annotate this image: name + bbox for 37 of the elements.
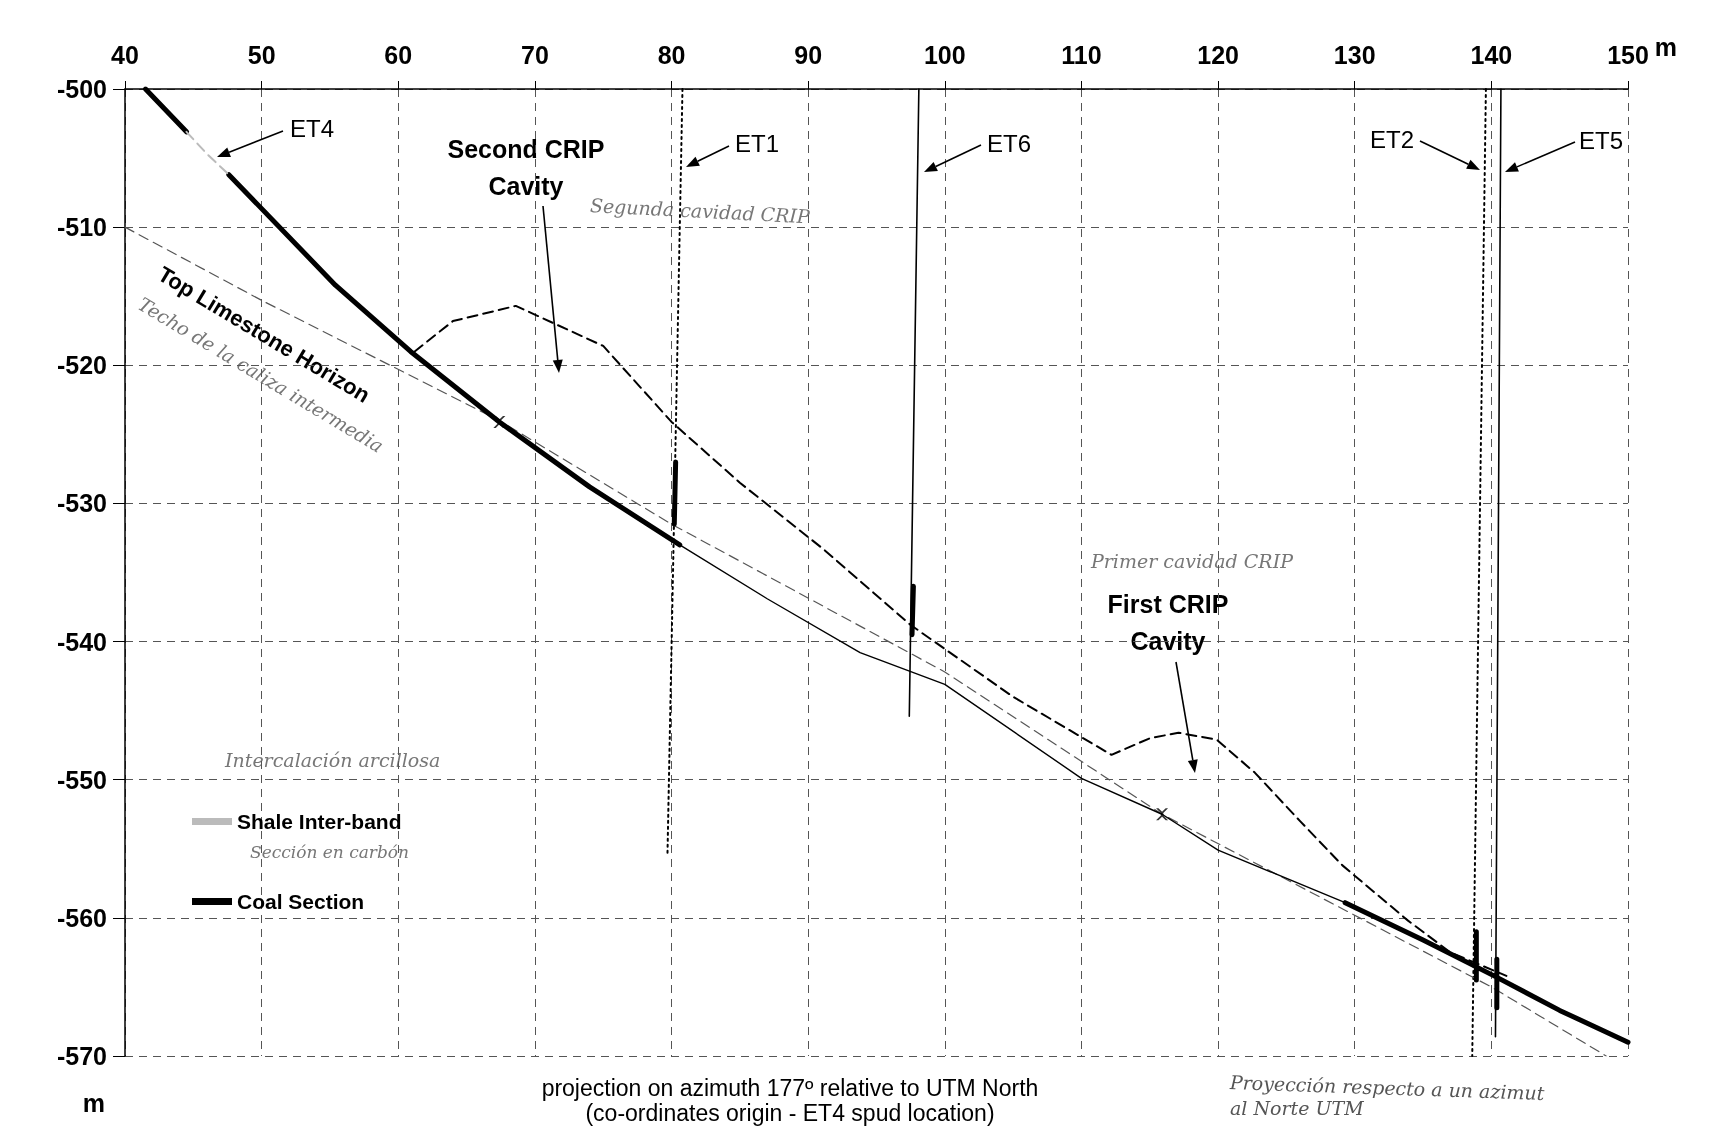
y-tick-label: -510 bbox=[56, 213, 107, 242]
y-tick-label: -540 bbox=[56, 627, 107, 656]
y-tick-label: -530 bbox=[56, 489, 107, 518]
x-tick-label: 80 bbox=[657, 40, 686, 69]
y-tick-label: -550 bbox=[56, 765, 107, 794]
y-tick-label: -500 bbox=[56, 75, 107, 103]
annotation: Segunda cavidad CRIP bbox=[589, 194, 812, 228]
x-tick-label: 130 bbox=[1333, 40, 1376, 69]
x-tick-label: 100 bbox=[923, 40, 966, 69]
y-axis-title: m bbox=[82, 1088, 105, 1117]
text: al Norte UTM bbox=[1230, 1097, 1365, 1119]
x-tick-label: 150 bbox=[1607, 40, 1649, 69]
annotation: ET1 bbox=[735, 129, 780, 157]
annotation: Primer cavidad CRIP bbox=[1090, 550, 1295, 572]
annotation: Sección en carbón bbox=[250, 842, 410, 862]
annotation: ET2 bbox=[1369, 125, 1414, 153]
annotation: Intercalación arcillosa bbox=[224, 749, 441, 771]
x-tick-label: 120 bbox=[1197, 40, 1239, 69]
x-tick-label: 70 bbox=[521, 40, 549, 69]
x-tick-label: 110 bbox=[1061, 40, 1102, 69]
x-tick-label: 40 bbox=[111, 40, 139, 69]
x-tick-label: 140 bbox=[1470, 40, 1513, 69]
annotation: ET6 bbox=[987, 129, 1032, 157]
x-axis-title: m bbox=[1654, 32, 1677, 61]
legend-label: Shale Inter-band bbox=[237, 810, 402, 833]
x-tick-label: 50 bbox=[247, 40, 276, 69]
annotation: ET5 bbox=[1579, 126, 1624, 154]
y-tick-label: -560 bbox=[56, 903, 107, 932]
y-tick-label: -520 bbox=[56, 351, 107, 380]
y-tick-label: -570 bbox=[56, 1042, 107, 1070]
x-tick-label: 90 bbox=[794, 40, 823, 69]
text: (co-ordinates origin - ET4 spud location) bbox=[585, 1100, 995, 1126]
annotation: First CRIP Cavity bbox=[1107, 589, 1229, 655]
annotation: ET4 bbox=[290, 114, 335, 142]
text: projection on azimuth 177º relative to UTM North bbox=[541, 1075, 1039, 1101]
legend-label: Coal Section bbox=[237, 890, 365, 913]
x-tick-label: 60 bbox=[384, 40, 413, 69]
